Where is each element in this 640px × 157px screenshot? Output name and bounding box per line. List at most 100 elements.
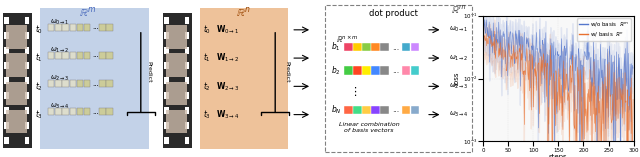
Bar bbox=[380, 43, 388, 51]
Bar bbox=[164, 32, 169, 39]
Text: $\omega_{0\to1}$: $\omega_{0\to1}$ bbox=[449, 25, 468, 34]
Bar bbox=[164, 17, 169, 24]
Text: $b_1$: $b_1$ bbox=[332, 41, 341, 53]
Text: $t_1$: $t_1$ bbox=[35, 52, 43, 64]
Bar bbox=[164, 137, 169, 144]
Bar bbox=[70, 52, 76, 59]
Bar bbox=[25, 92, 29, 99]
Bar bbox=[353, 43, 362, 51]
Bar bbox=[4, 17, 9, 24]
Bar bbox=[84, 52, 90, 59]
Bar bbox=[185, 62, 189, 69]
Text: $\omega_{1\to2}$: $\omega_{1\to2}$ bbox=[449, 54, 468, 63]
Bar bbox=[411, 66, 419, 75]
Text: $\omega_{2\to3}$: $\omega_{2\to3}$ bbox=[50, 74, 69, 83]
Bar bbox=[25, 137, 29, 144]
Bar bbox=[164, 77, 169, 84]
Bar bbox=[362, 106, 371, 114]
Bar bbox=[63, 52, 69, 59]
Text: $\vdots$: $\vdots$ bbox=[349, 85, 356, 97]
Bar bbox=[185, 32, 189, 39]
Bar bbox=[25, 62, 29, 69]
Text: ...: ... bbox=[92, 109, 99, 115]
Bar bbox=[70, 24, 76, 31]
Bar bbox=[380, 66, 388, 75]
Y-axis label: loss: loss bbox=[454, 72, 460, 85]
Bar bbox=[164, 92, 169, 99]
Bar bbox=[84, 24, 90, 31]
Bar bbox=[344, 66, 353, 75]
Text: $t_3$: $t_3$ bbox=[204, 108, 211, 121]
Text: ...: ... bbox=[92, 52, 99, 58]
Bar bbox=[77, 108, 83, 115]
Text: dot product: dot product bbox=[369, 9, 418, 18]
Bar bbox=[84, 80, 90, 87]
Bar bbox=[99, 80, 106, 87]
Text: $\omega_{3\to4}$: $\omega_{3\to4}$ bbox=[449, 110, 468, 119]
Bar bbox=[99, 52, 106, 59]
Bar bbox=[4, 32, 9, 39]
Text: $b_N$: $b_N$ bbox=[331, 104, 342, 116]
Bar bbox=[344, 106, 353, 114]
Text: ...: ... bbox=[392, 66, 399, 75]
Bar bbox=[48, 24, 54, 31]
Bar bbox=[106, 52, 113, 59]
Bar bbox=[4, 47, 9, 54]
Text: ...: ... bbox=[392, 43, 399, 52]
Bar bbox=[4, 107, 9, 114]
Bar bbox=[371, 106, 380, 114]
Text: $t_2$: $t_2$ bbox=[35, 80, 43, 93]
Text: $b_2$: $b_2$ bbox=[332, 64, 341, 77]
Text: $t_0$: $t_0$ bbox=[35, 24, 44, 36]
Bar bbox=[185, 107, 189, 114]
Bar bbox=[185, 92, 189, 99]
Bar bbox=[371, 66, 380, 75]
Bar bbox=[362, 66, 371, 75]
Legend: w/o basis  $\mathbb{R}^m$, w/ basis  $\mathbb{R}^n$: w/o basis $\mathbb{R}^m$, w/ basis $\mat… bbox=[577, 19, 631, 41]
Bar bbox=[40, 8, 149, 149]
Bar bbox=[402, 106, 410, 114]
Bar bbox=[353, 106, 362, 114]
Bar bbox=[25, 77, 29, 84]
Bar bbox=[185, 122, 189, 129]
Bar bbox=[6, 25, 28, 49]
Bar bbox=[166, 53, 187, 77]
Bar bbox=[362, 43, 371, 51]
Bar bbox=[55, 24, 61, 31]
Bar bbox=[70, 108, 76, 115]
Bar bbox=[70, 80, 76, 87]
Bar bbox=[166, 25, 187, 49]
Text: $\mathbb{R}^n$: $\mathbb{R}^n$ bbox=[236, 5, 250, 19]
Bar bbox=[4, 92, 9, 99]
Text: $t_0$: $t_0$ bbox=[204, 24, 211, 36]
Bar bbox=[4, 122, 9, 129]
Bar bbox=[106, 80, 113, 87]
Bar bbox=[84, 108, 90, 115]
Text: $\mathbf{W}_{3\to4}$: $\mathbf{W}_{3\to4}$ bbox=[216, 108, 239, 121]
Bar bbox=[4, 77, 9, 84]
Bar bbox=[164, 122, 169, 129]
Text: $t_2$: $t_2$ bbox=[204, 80, 211, 93]
Bar bbox=[77, 80, 83, 87]
Bar bbox=[411, 106, 419, 114]
Bar bbox=[200, 8, 288, 149]
Text: $\omega_{2\to3}$: $\omega_{2\to3}$ bbox=[449, 82, 468, 91]
Text: $\mathbb{R}^m$: $\mathbb{R}^m$ bbox=[451, 3, 467, 16]
Bar bbox=[25, 107, 29, 114]
Text: Linear combination
of basis vectors: Linear combination of basis vectors bbox=[339, 122, 399, 133]
Bar bbox=[63, 80, 69, 87]
Bar bbox=[4, 62, 9, 69]
Text: $\mathbf{W}_{2\to3}$: $\mathbf{W}_{2\to3}$ bbox=[216, 80, 239, 93]
Bar bbox=[25, 47, 29, 54]
Bar bbox=[353, 66, 362, 75]
Bar bbox=[4, 137, 9, 144]
Text: $\omega_{3\to4}$: $\omega_{3\to4}$ bbox=[50, 102, 69, 111]
Bar bbox=[55, 108, 61, 115]
Text: ...: ... bbox=[92, 81, 99, 87]
Bar bbox=[48, 108, 54, 115]
Bar bbox=[371, 43, 380, 51]
Text: ...: ... bbox=[392, 105, 399, 114]
Text: $\omega_{1\to2}$: $\omega_{1\to2}$ bbox=[50, 46, 69, 55]
Bar bbox=[99, 108, 106, 115]
Bar bbox=[164, 107, 169, 114]
